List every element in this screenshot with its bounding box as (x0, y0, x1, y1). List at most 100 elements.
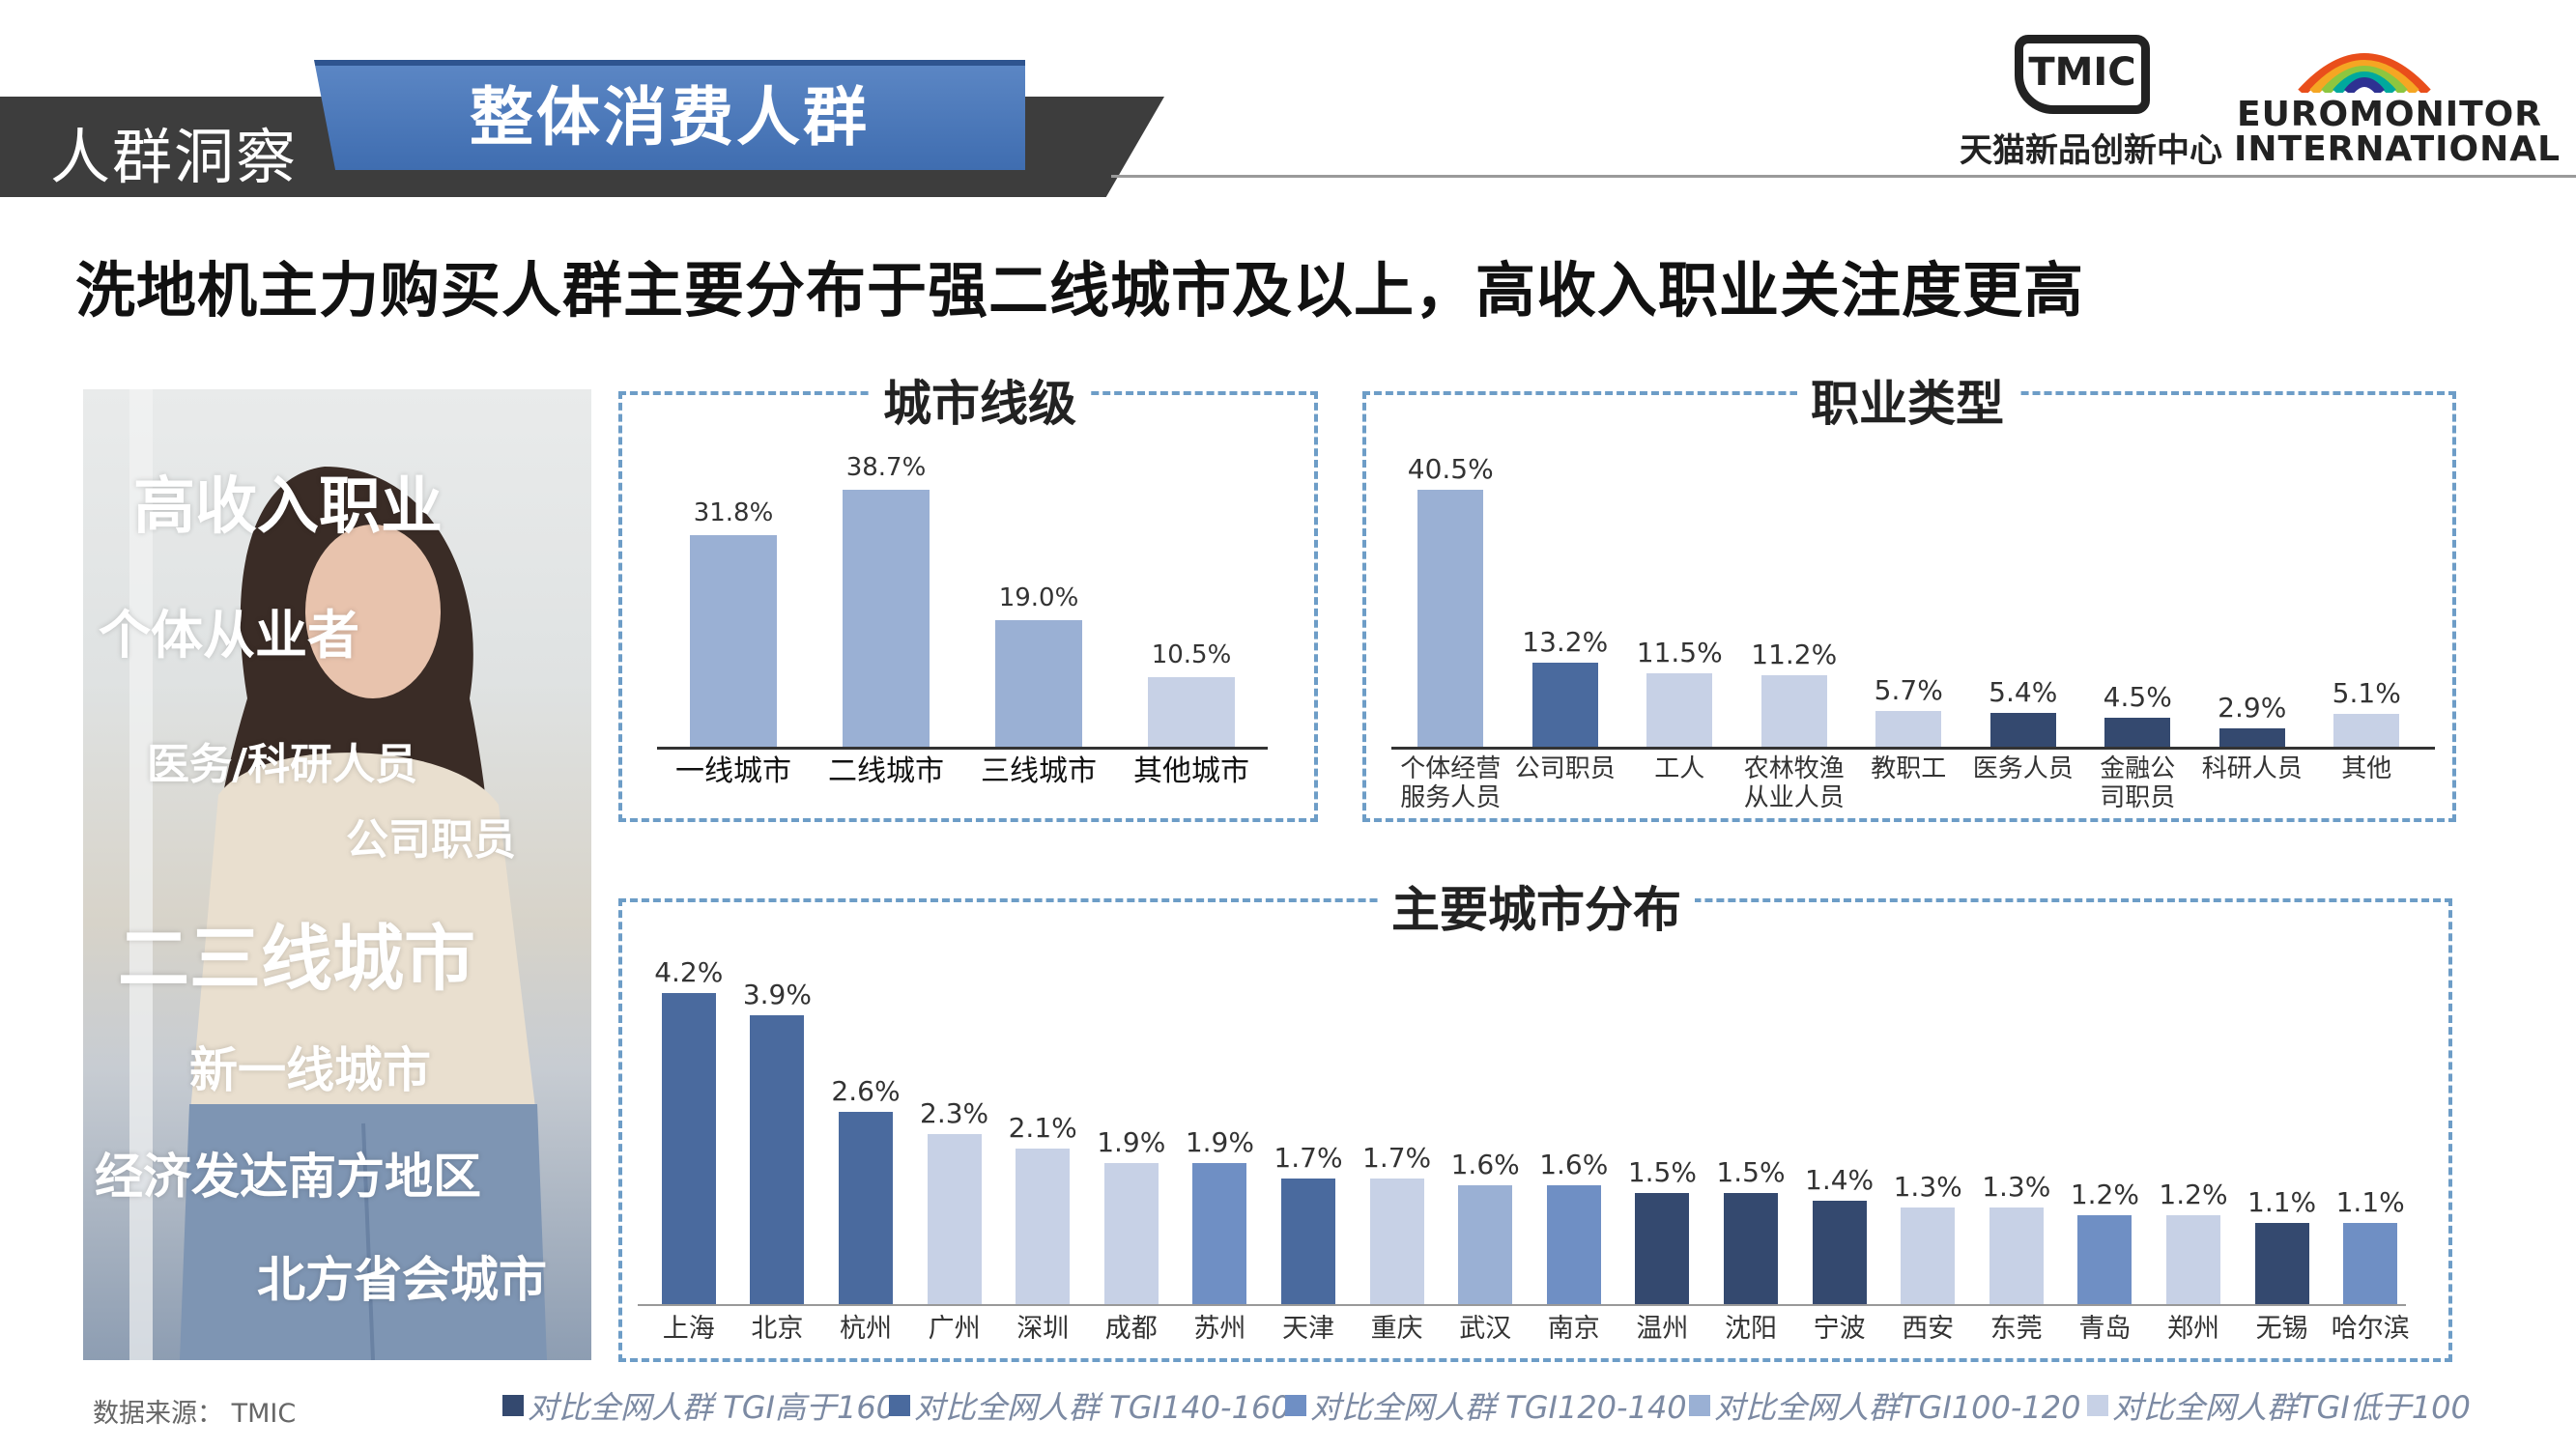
chart-1-category-label-0: 个体经营 服务人员 (1400, 754, 1502, 812)
chart-2-category-label-17: 郑州 (2167, 1314, 2219, 1344)
chart-2-category-label-0: 上海 (662, 1314, 715, 1344)
legend-label-0: 对比全网人群 TGI高于160 (528, 1389, 897, 1426)
legend-label-1: 对比全网人群 TGI140-160 (914, 1389, 1291, 1426)
chart-0-value-label-3: 10.5% (1151, 639, 1232, 669)
chart-2-category-label-5: 成都 (1104, 1314, 1158, 1344)
photo-text-1: 高收入职业 (133, 471, 443, 543)
chart-2-bar-4 (1016, 1149, 1071, 1304)
chart-2-value-label-3: 2.3% (920, 1096, 989, 1129)
chart-0-category-label-1: 二线城市 (828, 754, 944, 788)
chart-0-value-label-0: 31.8% (693, 498, 774, 528)
chart-1-value-label-5: 5.4% (1989, 675, 2058, 708)
chart-2-value-label-19: 1.1% (2335, 1185, 2405, 1218)
chart-2-value-label-11: 1.5% (1627, 1156, 1697, 1188)
photo-text-7: 经济发达南方地区 (95, 1149, 481, 1205)
photo-text-5: 二三线城市 (118, 918, 475, 1001)
tmic-logo (2015, 35, 2150, 114)
chart-2-bar-18 (2254, 1222, 2309, 1304)
chart-1-bar-2 (1646, 673, 1713, 747)
chart-2-bar-17 (2166, 1215, 2220, 1304)
chart-2-category-label-1: 北京 (751, 1314, 804, 1344)
legend-item-2: 对比全网人群 TGI120-140 (1285, 1383, 1687, 1428)
chart-1-category-label-2: 工人 (1654, 754, 1705, 783)
chart-2-value-label-18: 1.1% (2247, 1185, 2317, 1218)
chart-2-value-label-16: 1.2% (2070, 1179, 2139, 1210)
chart-1-category-label-8: 其他 (2341, 754, 2392, 783)
chart-2-bar-1 (750, 1015, 805, 1304)
chart-2-category-label-6: 苏州 (1193, 1314, 1246, 1344)
legend-item-0: 对比全网人群 TGI高于160 (502, 1383, 896, 1428)
legend-label-3: 对比全网人群TGI100-120 (1714, 1389, 2081, 1426)
chart-1-baseline (1391, 747, 2435, 750)
chart-2-value-label-13: 1.4% (1805, 1163, 1875, 1196)
chart-1-category-label-6: 金融公 司职员 (2100, 754, 2176, 812)
chart-2-bar-16 (2077, 1215, 2132, 1304)
chart-0-bar-2 (995, 620, 1082, 747)
chart-2-bar-2 (839, 1111, 893, 1304)
chart-2-bar-0 (661, 993, 716, 1304)
chart-1-bar-4 (1875, 710, 1942, 747)
chart-2-bar-8 (1369, 1178, 1424, 1304)
chart-2-category-label-13: 宁波 (1813, 1314, 1866, 1344)
chart-1-category-label-3: 农林牧渔 从业人员 (1743, 754, 1845, 812)
chart-1-bar-1 (1531, 663, 1598, 747)
chart-1-value-label-2: 11.5% (1636, 637, 1723, 669)
chart-2-bar-10 (1546, 1185, 1601, 1304)
chart-1-bar-0 (1417, 489, 1484, 747)
chart-2-category-label-12: 沈阳 (1725, 1314, 1777, 1344)
chart-2-category-label-4: 深圳 (1016, 1314, 1070, 1344)
legend-swatch-1 (889, 1395, 910, 1416)
city-tier-title: 城市线级 (870, 365, 1090, 435)
chart-2-value-label-8: 1.7% (1362, 1141, 1432, 1174)
chart-2-category-label-11: 温州 (1636, 1314, 1689, 1344)
photo-text-8: 北方省会城市 (257, 1252, 547, 1308)
chart-2-bar-14 (1901, 1208, 1956, 1304)
chart-0-value-label-1: 38.7% (845, 452, 927, 482)
legend-item-4: 对比全网人群TGI低于100 (2087, 1383, 2471, 1428)
chart-2-category-label-19: 哈尔滨 (2331, 1314, 2410, 1344)
data-source: 数据来源： TMIC (93, 1399, 297, 1429)
chart-1-bar-8 (2333, 714, 2400, 747)
chart-2-bar-7 (1281, 1178, 1335, 1304)
chart-2-value-label-14: 1.3% (1893, 1171, 1962, 1204)
chart-0-bar-1 (843, 489, 930, 747)
chart-2-value-label-7: 1.7% (1274, 1141, 1343, 1174)
chart-2-value-label-12: 1.5% (1716, 1156, 1786, 1188)
chart-1-bar-6 (2104, 718, 2171, 747)
chart-2-category-label-10: 南京 (1547, 1314, 1600, 1344)
chart-0-value-label-2: 19.0% (998, 583, 1079, 613)
legend-label-2: 对比全网人群 TGI120-140 (1310, 1389, 1687, 1426)
chart-1-value-label-8: 5.1% (2332, 677, 2401, 710)
chart-2-bar-13 (1812, 1200, 1867, 1304)
chart-2-category-label-2: 杭州 (840, 1314, 892, 1344)
chart-1-bar-3 (1760, 675, 1827, 747)
chart-2-category-label-3: 广州 (928, 1314, 981, 1344)
chart-1-value-label-4: 5.7% (1874, 673, 1943, 706)
chart-2-category-label-8: 重庆 (1370, 1314, 1423, 1344)
chart-2-bar-11 (1635, 1193, 1690, 1304)
chart-2-category-label-16: 青岛 (2078, 1314, 2132, 1344)
chart-0-baseline (657, 747, 1268, 750)
photo-text-2: 个体从业者 (99, 605, 359, 666)
tmic-logo-text: TMIC (2028, 50, 2136, 95)
chart-0-bar-3 (1148, 676, 1235, 747)
chart-2-baseline (638, 1304, 2406, 1306)
chart-2-value-label-15: 1.3% (1982, 1171, 2051, 1204)
chart-0-category-label-2: 三线城市 (981, 754, 1097, 788)
chart-0-category-label-3: 其他城市 (1133, 754, 1249, 788)
photo-text-4: 公司职员 (346, 815, 516, 865)
city-distribution-title: 主要城市分布 (1378, 871, 1695, 941)
legend-label-4: 对比全网人群TGI低于100 (2112, 1389, 2471, 1426)
tmic-name: 天猫新品创新中心 (1960, 131, 2222, 170)
euromonitor-name-line1: EUROMONITOR (2237, 95, 2542, 134)
photo-panel: 高收入职业 个体从业者 医务/科研人员 公司职员 二三线城市 新一线城市 经济发… (83, 389, 591, 1360)
chart-2-category-label-7: 天津 (1282, 1314, 1334, 1344)
chart-1-category-label-5: 医务人员 (1972, 754, 2074, 783)
chart-1-value-label-7: 2.9% (2218, 691, 2287, 724)
headline: 洗地机主力购买人群主要分布于强二线城市及以上，高收入职业关注度更高 (75, 255, 2085, 326)
woman-photo-illustration (129, 389, 547, 1360)
euromonitor-name-line2: INTERNATIONAL (2234, 129, 2562, 169)
chart-2-bar-9 (1458, 1185, 1513, 1304)
section-label: 人群洞察 (50, 122, 299, 192)
chart-1-category-label-4: 教职工 (1871, 754, 1947, 783)
